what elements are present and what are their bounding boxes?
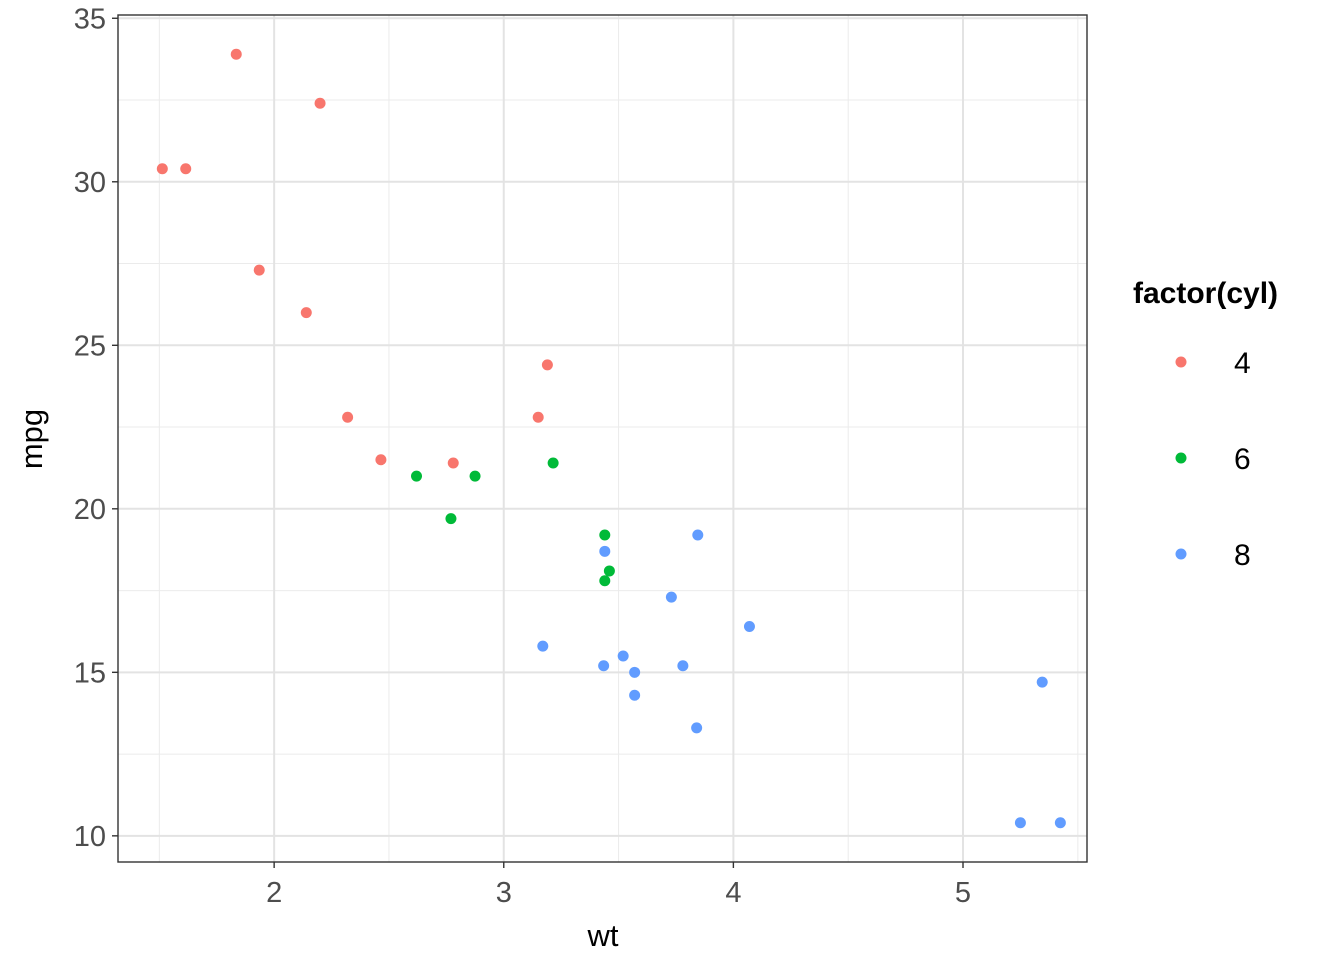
legend-label-6: 6 [1234,443,1251,476]
data-point-cyl-6 [599,529,611,541]
legend-label-4: 4 [1234,347,1251,380]
legend: factor(cyl) 4 6 8 [1133,277,1278,572]
data-point-cyl-4 [342,411,354,423]
data-point-cyl-8 [1036,676,1048,688]
y-tick-label: 25 [74,330,106,362]
data-point-cyl-4 [532,411,544,423]
data-point-cyl-6 [411,470,423,482]
data-point-cyl-6 [445,513,457,525]
data-point-cyl-8 [629,666,641,678]
data-point-cyl-4 [375,454,387,466]
legend-key-6 [1175,452,1187,464]
data-points [156,48,1066,829]
data-point-cyl-8 [691,722,703,734]
data-point-cyl-4 [156,163,168,175]
grid [118,15,1087,862]
x-tick-label: 3 [496,877,512,909]
data-point-cyl-4 [300,307,312,319]
data-point-cyl-8 [598,660,610,672]
legend-key-4 [1175,356,1187,368]
data-point-cyl-8 [1014,817,1026,829]
legend-key-8 [1175,548,1187,560]
data-point-cyl-8 [537,640,549,652]
data-point-cyl-4 [447,457,459,469]
data-point-cyl-6 [469,470,481,482]
data-point-cyl-4 [230,48,242,60]
x-axis-title: wt [587,918,619,953]
data-point-cyl-8 [629,689,641,701]
data-point-cyl-6 [599,575,611,587]
x-tick-label: 5 [955,877,971,909]
y-tick-label: 35 [74,3,106,35]
data-point-cyl-8 [599,545,611,557]
data-point-cyl-4 [180,163,192,175]
y-axis-title: mpg [14,409,49,469]
data-point-cyl-8 [617,650,629,662]
legend-label-8: 8 [1234,539,1251,572]
y-tick-label: 15 [74,657,106,689]
data-point-cyl-8 [677,660,689,672]
legend-title: factor(cyl) [1133,277,1278,310]
y-tick-label: 10 [74,821,106,853]
x-tick-label: 4 [725,877,741,909]
data-point-cyl-8 [665,591,677,603]
data-point-cyl-8 [743,621,755,633]
legend-items: 4 6 8 [1175,347,1251,572]
data-point-cyl-8 [692,529,704,541]
y-tick-label: 30 [74,167,106,199]
y-tick-label: 20 [74,494,106,526]
data-point-cyl-6 [603,565,615,577]
data-point-cyl-8 [1054,817,1066,829]
data-point-cyl-4 [253,264,265,276]
data-point-cyl-6 [547,457,559,469]
x-tick-label: 2 [266,877,282,909]
data-point-cyl-4 [541,359,553,371]
data-point-cyl-4 [314,97,326,109]
panel-border [117,14,1088,863]
axes: 2 3 4 5 10 15 20 25 30 35 [74,3,971,909]
